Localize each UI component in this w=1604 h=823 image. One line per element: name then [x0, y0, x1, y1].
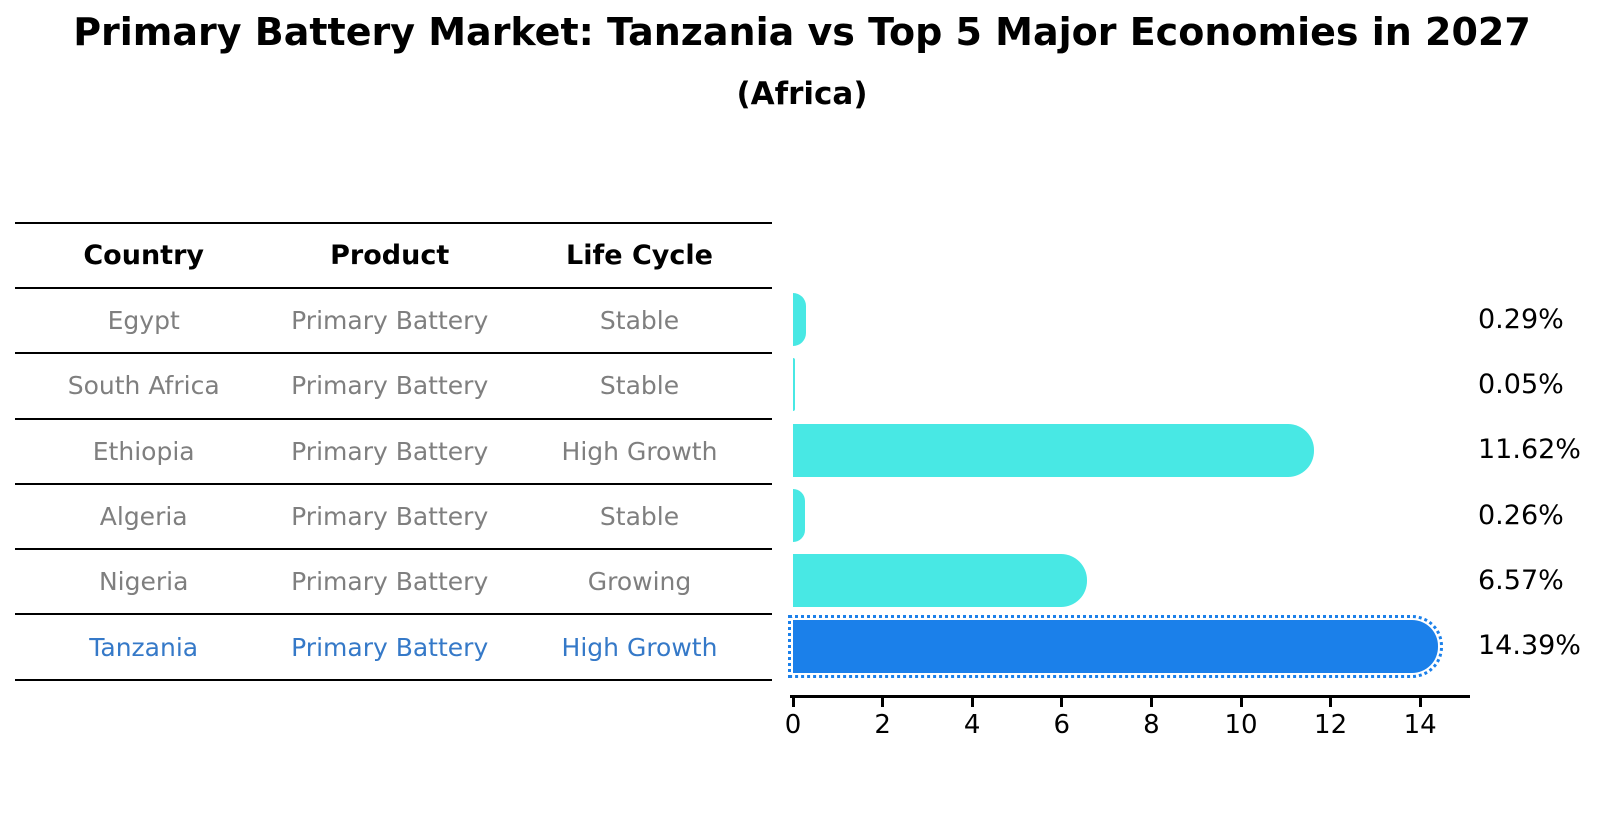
- x-axis-tick: [791, 698, 795, 707]
- table-header-row: Country Product Life Cycle: [15, 224, 772, 289]
- column-header-country: Country: [83, 240, 204, 271]
- table-row-nigeria: Nigeria Primary Battery Growing: [15, 550, 772, 616]
- value-label-south-africa: 0.05%: [1478, 368, 1564, 400]
- table-cell-country: Algeria: [99, 502, 188, 532]
- page-title: Primary Battery Market: Tanzania vs Top …: [73, 10, 1531, 54]
- table-row-ethiopia: Ethiopia Primary Battery High Growth: [15, 420, 772, 485]
- bar-ethiopia: [793, 423, 1314, 477]
- table-row-tanzania: Tanzania Primary Battery High Growth: [15, 615, 772, 681]
- bar-tanzania: [788, 614, 1443, 678]
- value-label-nigeria: 6.57%: [1478, 564, 1564, 596]
- table-cell-country: Ethiopia: [92, 436, 195, 466]
- table-cell-country: Tanzania: [89, 632, 199, 662]
- table-cell-life-cycle: Stable: [599, 306, 680, 336]
- table-cell-product: Primary Battery: [291, 567, 489, 597]
- table-cell-country: South Africa: [67, 371, 220, 401]
- x-axis-tick: [881, 698, 885, 707]
- table-cell-life-cycle: Growing: [587, 567, 692, 597]
- table-cell-life-cycle: Stable: [599, 502, 680, 532]
- bar-egypt: [793, 293, 806, 347]
- table-cell-product: Primary Battery: [291, 306, 489, 336]
- table-row-south-africa: South Africa Primary Battery Stable: [15, 354, 772, 420]
- column-header-product: Product: [330, 240, 450, 271]
- x-axis-tick-label: 8: [1143, 710, 1160, 740]
- value-label-tanzania: 14.39%: [1478, 630, 1581, 662]
- table-cell-life-cycle: High Growth: [561, 436, 718, 466]
- table-cell-life-cycle: Stable: [599, 371, 680, 401]
- bar-south-africa: [793, 358, 796, 412]
- value-label-egypt: 0.29%: [1478, 303, 1564, 335]
- x-axis-tick: [1239, 698, 1243, 707]
- bar-algeria: [793, 489, 805, 543]
- x-axis-tick: [970, 698, 974, 707]
- x-axis-tick-label: 2: [874, 710, 891, 740]
- table-cell-product: Primary Battery: [291, 436, 489, 466]
- x-axis-tick-label: 14: [1403, 710, 1437, 740]
- value-label-ethiopia: 11.62%: [1478, 434, 1581, 466]
- table-cell-product: Primary Battery: [291, 502, 489, 532]
- x-axis-tick-label: 0: [784, 710, 802, 740]
- table-cell-country: Nigeria: [98, 567, 189, 597]
- x-axis-tick: [1329, 698, 1333, 707]
- data-table: Country Product Life Cycle Egypt Primary …: [15, 222, 772, 681]
- table-body: Egypt Primary Battery Stable South Africa Pr…: [15, 289, 772, 681]
- x-axis-line: [790, 695, 1470, 698]
- bar-nigeria: [793, 554, 1088, 608]
- x-axis-tick: [1060, 698, 1064, 707]
- page-subtitle: (Africa): [736, 76, 868, 112]
- table-cell-product: Primary Battery: [291, 632, 489, 662]
- x-axis-tick-label: 10: [1224, 710, 1258, 740]
- x-axis-tick: [1149, 698, 1153, 707]
- table-cell-product: Primary Battery: [291, 371, 489, 401]
- x-axis-tick-label: 12: [1314, 710, 1348, 740]
- x-axis-tick-label: 6: [1053, 710, 1071, 740]
- table-cell-life-cycle: High Growth: [561, 632, 718, 662]
- table-row-egypt: Egypt Primary Battery Stable: [15, 289, 772, 355]
- x-axis-tick: [1418, 698, 1422, 707]
- value-label-algeria: 0.26%: [1478, 499, 1564, 531]
- table-row-algeria: Algeria Primary Battery Stable: [15, 485, 772, 551]
- x-axis-tick-label: 4: [963, 710, 981, 740]
- table-cell-country: Egypt: [107, 306, 180, 336]
- column-header-life-cycle: Life Cycle: [566, 240, 713, 271]
